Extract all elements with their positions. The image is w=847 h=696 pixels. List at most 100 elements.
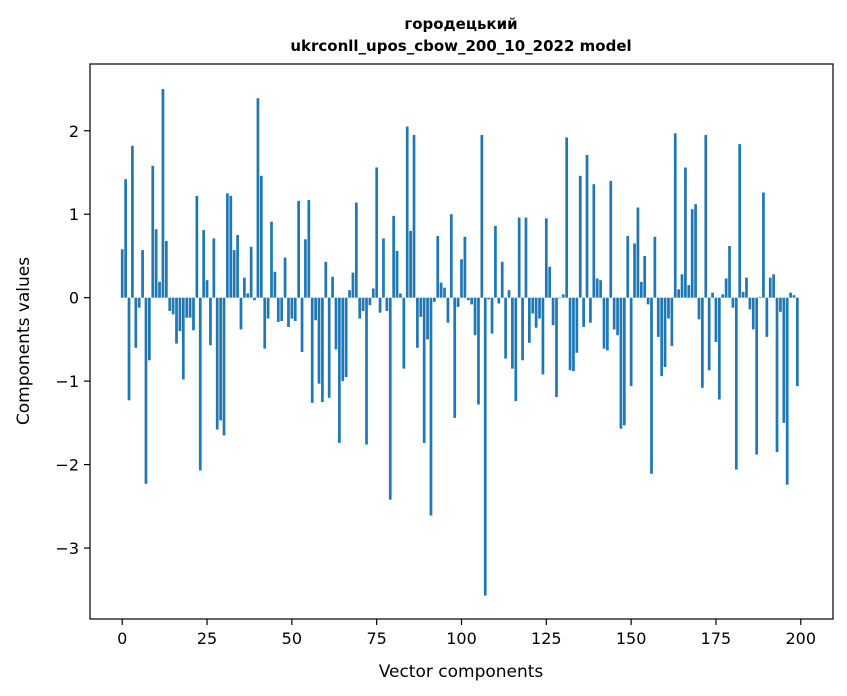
x-tick-label: 175 — [701, 629, 732, 648]
y-tick-label: −2 — [55, 456, 79, 475]
bar — [283, 257, 287, 298]
bar — [490, 297, 494, 334]
bar — [500, 261, 504, 298]
bar — [338, 297, 341, 443]
bar — [378, 297, 382, 313]
y-tick-label: −3 — [55, 539, 79, 558]
bar — [612, 297, 616, 330]
bar — [697, 297, 701, 320]
bar — [524, 217, 528, 298]
bar — [419, 297, 423, 317]
bar — [222, 297, 226, 436]
bar — [589, 297, 592, 323]
bar — [622, 297, 626, 426]
bar — [324, 261, 328, 298]
bar — [765, 297, 769, 337]
bar — [728, 245, 731, 298]
bar — [497, 297, 501, 304]
bar — [276, 297, 280, 322]
bar — [670, 297, 674, 347]
bar — [734, 297, 738, 470]
bar — [592, 184, 596, 298]
bar — [365, 297, 368, 445]
bar — [731, 297, 735, 308]
bar — [721, 294, 725, 298]
bar — [626, 235, 630, 298]
bar — [215, 297, 219, 430]
x-tick-label: 150 — [616, 629, 647, 648]
bar — [711, 292, 714, 298]
bar — [310, 297, 314, 403]
bar — [256, 98, 260, 298]
bar — [453, 297, 457, 418]
bar — [161, 89, 165, 298]
bar — [154, 229, 158, 298]
bar — [202, 230, 206, 298]
bar — [232, 250, 236, 298]
bar — [748, 297, 752, 310]
bar — [405, 126, 409, 298]
bar — [602, 297, 606, 349]
y-tick-label: 0 — [69, 289, 79, 308]
bar — [317, 297, 321, 384]
bar — [701, 297, 704, 388]
bar — [558, 297, 562, 299]
bar — [504, 297, 507, 359]
bar — [382, 238, 385, 298]
bar — [226, 193, 229, 298]
bar — [426, 297, 429, 340]
bar — [517, 217, 521, 298]
bar — [164, 240, 168, 298]
bar — [412, 134, 416, 298]
bar — [595, 278, 599, 298]
bar — [483, 297, 487, 596]
bar — [449, 214, 453, 298]
bar — [259, 175, 263, 298]
bar — [236, 235, 239, 298]
bar — [548, 266, 552, 298]
bar — [724, 278, 728, 298]
bar — [219, 297, 222, 421]
bar — [639, 281, 643, 298]
bar — [321, 297, 324, 402]
bar — [341, 297, 345, 382]
bar — [636, 207, 640, 298]
bar — [758, 296, 762, 298]
bar — [477, 297, 480, 405]
bar — [368, 297, 372, 306]
bar — [660, 297, 664, 377]
bar — [653, 236, 657, 298]
bar — [127, 297, 131, 401]
bar — [772, 274, 775, 298]
bar — [687, 285, 691, 298]
bar — [643, 255, 647, 298]
bar — [762, 192, 765, 298]
bar — [433, 297, 436, 302]
bar — [616, 297, 619, 336]
bar — [633, 243, 636, 298]
bar — [300, 297, 304, 352]
bar — [239, 297, 243, 330]
bar — [460, 259, 463, 298]
bar — [124, 179, 127, 298]
bar — [402, 297, 406, 369]
bar — [209, 297, 212, 346]
bar — [619, 297, 623, 429]
bar — [707, 297, 711, 371]
bar — [779, 297, 782, 312]
x-tick-label: 0 — [117, 629, 127, 648]
bar — [514, 297, 518, 402]
bar — [327, 297, 331, 398]
bar — [141, 250, 144, 298]
bar — [470, 297, 474, 305]
bar — [694, 204, 697, 298]
bar — [487, 297, 490, 300]
bar — [422, 297, 426, 443]
bar — [429, 297, 433, 516]
bar — [565, 137, 569, 298]
bar — [273, 271, 277, 298]
bar — [796, 297, 799, 387]
bar — [656, 297, 660, 337]
bar — [439, 282, 443, 298]
